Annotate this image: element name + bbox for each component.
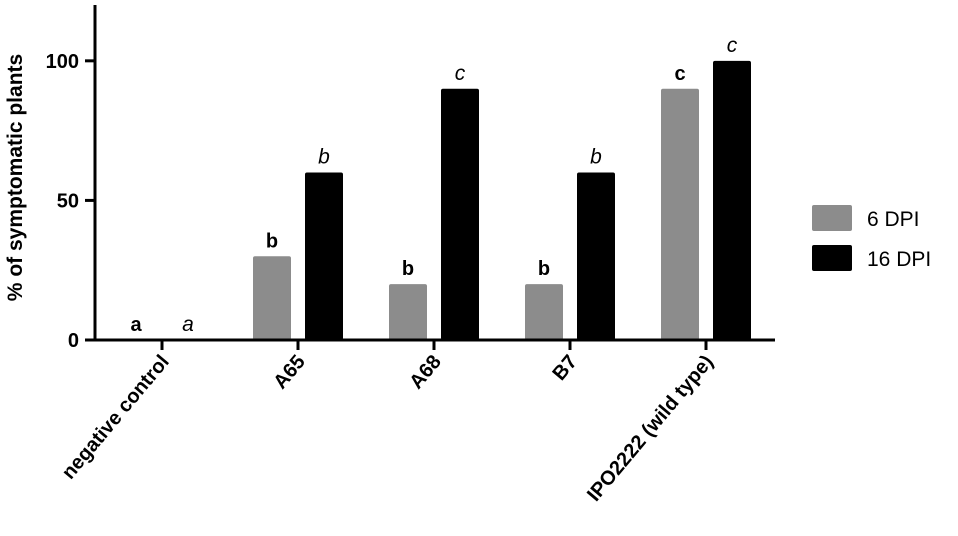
y-ticks-layer: 0 50 100 [46, 51, 95, 352]
bar-series1 [389, 284, 427, 340]
y-tick-label: 100 [46, 51, 79, 73]
bar-series1 [525, 284, 563, 340]
significance-letter: b [402, 258, 414, 280]
x-category-label: negative control [58, 351, 174, 483]
legend-label: 6 DPI [867, 208, 920, 231]
legend-label: 16 DPI [867, 248, 931, 271]
legend-swatch [812, 245, 852, 271]
y-tick-label: 50 [57, 190, 79, 212]
significance-letter: c [455, 62, 466, 85]
bar-series2 [305, 172, 343, 340]
bar-series1 [661, 88, 699, 340]
significance-letter: c [727, 34, 738, 57]
significance-letter: c [674, 63, 685, 85]
x-category-label: IPO2222 (wild type) [583, 351, 718, 506]
x-category-label: A65 [269, 351, 309, 393]
x-category-label: A68 [405, 351, 445, 393]
bar-series2 [577, 172, 615, 340]
significance-labels-layer: a b b b c a b c b c [130, 34, 737, 336]
significance-letter: b [590, 146, 602, 169]
legend-swatch [812, 205, 852, 231]
bar-series2 [441, 88, 479, 340]
bar-series1 [253, 256, 291, 340]
x-category-label: B7 [549, 351, 582, 385]
significance-letter: b [318, 146, 330, 169]
bar-series2 [713, 60, 751, 340]
significance-letter: a [130, 314, 142, 336]
bars-layer [253, 60, 751, 340]
x-category-labels-layer: negative control A65 A68 B7 IPO2222 (wild ty… [58, 340, 718, 506]
y-tick-label: 0 [68, 330, 79, 352]
significance-letter: b [538, 258, 550, 280]
significance-letter: b [266, 230, 278, 252]
y-axis-title: % of symptomatic plants [4, 54, 27, 301]
significance-letter: a [182, 313, 194, 336]
legend: 6 DPI 16 DPI [812, 205, 931, 271]
